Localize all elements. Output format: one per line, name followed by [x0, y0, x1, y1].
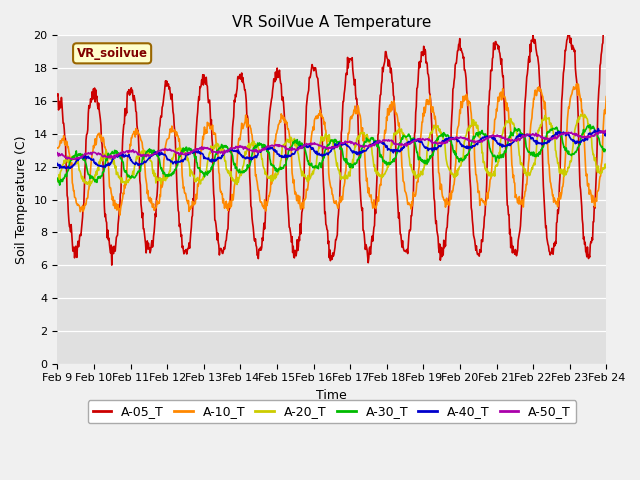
- A-30_T: [602, 148, 610, 154]
- A-05_T: [80, 204, 88, 209]
- A-05_T: [584, 252, 592, 257]
- A-50_T: [282, 146, 290, 152]
- Y-axis label: Soil Temperature (C): Soil Temperature (C): [15, 135, 28, 264]
- A-20_T: [282, 141, 290, 146]
- A-30_T: [378, 154, 385, 160]
- Line: A-10_T: A-10_T: [58, 84, 606, 215]
- A-10_T: [573, 81, 580, 87]
- A-05_T: [575, 164, 583, 170]
- A-50_T: [602, 129, 610, 134]
- A-10_T: [576, 93, 584, 99]
- A-40_T: [378, 140, 385, 146]
- A-40_T: [54, 161, 61, 167]
- Line: A-05_T: A-05_T: [58, 27, 606, 265]
- A-20_T: [54, 177, 61, 183]
- A-50_T: [575, 134, 583, 140]
- Title: VR SoilVue A Temperature: VR SoilVue A Temperature: [232, 15, 431, 30]
- A-20_T: [575, 117, 583, 122]
- A-20_T: [602, 163, 610, 168]
- A-05_T: [156, 122, 164, 128]
- A-05_T: [54, 92, 61, 98]
- A-10_T: [156, 192, 164, 198]
- A-05_T: [378, 81, 385, 87]
- A-40_T: [282, 152, 290, 158]
- A-05_T: [602, 24, 609, 30]
- A-10_T: [54, 145, 61, 151]
- A-20_T: [585, 121, 593, 127]
- Line: A-20_T: A-20_T: [58, 114, 606, 186]
- Line: A-30_T: A-30_T: [58, 125, 606, 185]
- X-axis label: Time: Time: [317, 389, 348, 402]
- A-20_T: [378, 173, 385, 179]
- A-40_T: [65, 166, 73, 171]
- A-40_T: [584, 133, 592, 139]
- A-30_T: [586, 122, 594, 128]
- A-40_T: [595, 126, 602, 132]
- A-40_T: [156, 150, 164, 156]
- A-50_T: [81, 152, 88, 157]
- A-30_T: [54, 175, 61, 181]
- A-50_T: [378, 139, 385, 145]
- A-10_T: [585, 180, 593, 186]
- A-50_T: [156, 148, 164, 154]
- A-10_T: [282, 118, 290, 123]
- A-10_T: [80, 206, 88, 212]
- A-20_T: [86, 183, 94, 189]
- A-30_T: [56, 182, 63, 188]
- A-05_T: [108, 262, 116, 268]
- Text: VR_soilvue: VR_soilvue: [77, 47, 148, 60]
- A-40_T: [81, 154, 88, 160]
- A-10_T: [116, 212, 124, 218]
- A-50_T: [602, 128, 609, 133]
- A-50_T: [584, 134, 592, 140]
- A-20_T: [80, 176, 88, 182]
- A-40_T: [602, 133, 610, 139]
- A-30_T: [575, 141, 583, 147]
- A-20_T: [577, 111, 585, 117]
- A-10_T: [378, 174, 385, 180]
- A-30_T: [81, 157, 88, 163]
- Line: A-50_T: A-50_T: [58, 131, 606, 159]
- A-50_T: [72, 156, 79, 162]
- A-50_T: [54, 150, 61, 156]
- A-30_T: [282, 163, 290, 168]
- A-05_T: [282, 149, 290, 155]
- Legend: A-05_T, A-10_T, A-20_T, A-30_T, A-40_T, A-50_T: A-05_T, A-10_T, A-20_T, A-30_T, A-40_T, …: [88, 400, 576, 423]
- A-10_T: [602, 94, 610, 99]
- Line: A-40_T: A-40_T: [58, 129, 606, 168]
- A-40_T: [575, 140, 583, 146]
- A-30_T: [156, 160, 164, 166]
- A-05_T: [602, 30, 610, 36]
- A-30_T: [584, 123, 592, 129]
- A-20_T: [156, 175, 164, 180]
